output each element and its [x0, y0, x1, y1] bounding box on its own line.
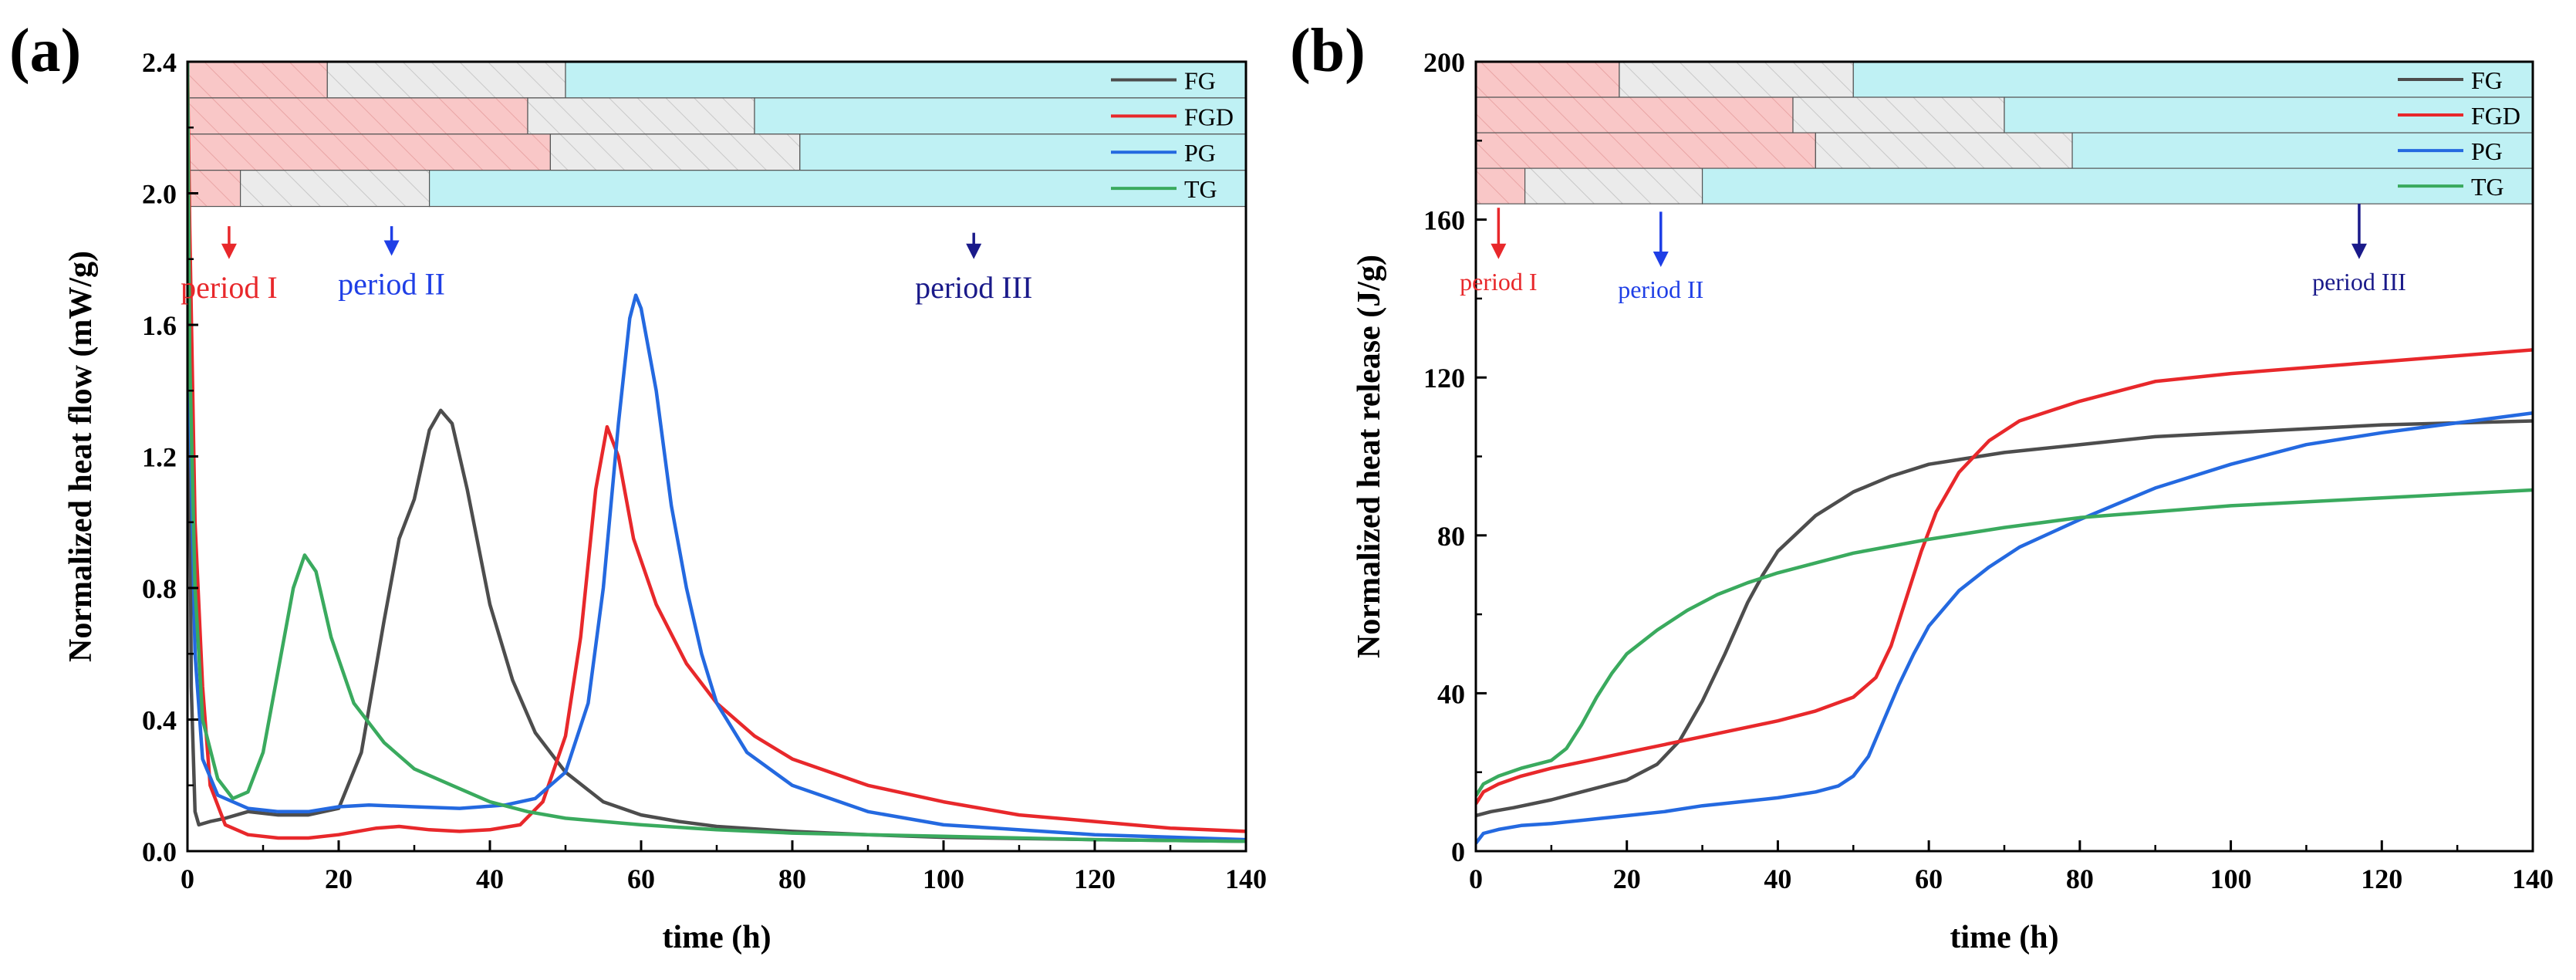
- band-period-2: [1792, 96, 2005, 133]
- x-tick-label: 120: [2361, 863, 2402, 894]
- legend: FG FGD PG TG: [1111, 66, 1234, 203]
- period-label: period II: [338, 266, 445, 301]
- x-tick-label: 100: [923, 863, 964, 894]
- band-period-3: [799, 133, 1247, 171]
- x-tick-label: 60: [1915, 863, 1943, 894]
- band-period-2: [326, 61, 566, 99]
- y-tick-label: 0.8: [142, 573, 177, 604]
- y-tick-label: 160: [1423, 205, 1465, 236]
- period-label: period I: [181, 270, 278, 305]
- x-tick-label: 80: [778, 863, 806, 894]
- y-tick-label: 200: [1423, 47, 1465, 78]
- axes: 0 20 40 60 80 100 120 140 0 40 80 120 160 200: [1423, 47, 2554, 894]
- x-tick-label: 20: [1613, 863, 1641, 894]
- y-tick-label: 80: [1437, 521, 1465, 552]
- series-line-tg: [187, 62, 1246, 843]
- period-label: period III: [2312, 268, 2406, 296]
- panel-label: (b): [1290, 17, 1366, 85]
- period-label: period I: [1460, 268, 1537, 296]
- series-line-pg: [187, 62, 1246, 842]
- x-tick-label: 0: [1469, 863, 1483, 894]
- x-axis-label: time (h): [1950, 920, 2058, 955]
- y-tick-label: 40: [1437, 678, 1465, 709]
- y-tick-label: 0.4: [142, 705, 177, 736]
- period-label: period II: [1618, 275, 1703, 303]
- series-line-pg: [1476, 411, 2533, 845]
- legend-label-fgd: FGD: [1184, 103, 1234, 130]
- band-period-2: [1619, 61, 1854, 98]
- y-tick-label: 1.6: [142, 310, 177, 341]
- band-period-1: [1475, 61, 1620, 98]
- band-period-3: [1701, 167, 2534, 204]
- period-bands: [187, 61, 1247, 208]
- band-period-1: [1475, 167, 1526, 204]
- band-period-1: [1475, 96, 1794, 133]
- y-tick-label: 0.0: [142, 836, 177, 867]
- band-period-1: [187, 133, 551, 171]
- series-line-fgd: [187, 62, 1246, 840]
- band-period-2: [527, 97, 755, 135]
- band-period-2: [1524, 167, 1703, 204]
- period-arrow-head: [1491, 243, 1507, 259]
- legend-label-fg: FG: [2471, 66, 2503, 94]
- x-axis-label: time (h): [662, 920, 771, 955]
- band-period-1: [187, 170, 241, 208]
- period-arrow-head: [966, 243, 982, 259]
- legend-label-tg: TG: [1184, 175, 1217, 203]
- period-bands: [1475, 61, 2534, 204]
- x-tick-label: 40: [476, 863, 504, 894]
- y-axis-label: Normalized heat release (J/g): [1352, 255, 1387, 658]
- band-period-1: [187, 61, 328, 99]
- x-tick-label: 120: [1074, 863, 1116, 894]
- x-tick-label: 140: [2512, 863, 2554, 894]
- period-annotations: period I period II period III: [1460, 204, 2406, 303]
- series-line-tg: [1476, 488, 2533, 797]
- period-label: period III: [915, 270, 1032, 305]
- period-annotations: period I period II period III: [181, 226, 1032, 305]
- x-tick-label: 40: [1764, 863, 1791, 894]
- y-tick-label: 0: [1451, 836, 1465, 867]
- x-tick-label: 60: [627, 863, 655, 894]
- period-arrow-head: [221, 243, 237, 259]
- period-arrow-head: [383, 240, 400, 256]
- legend-label-pg: PG: [2471, 137, 2503, 165]
- x-tick-label: 0: [181, 863, 194, 894]
- x-tick-label: 80: [2066, 863, 2094, 894]
- band-period-2: [1815, 132, 2073, 169]
- axes: 0 20 40 60 80 100 120 140 0.0 0.4 0.8 1.2 1.6 2.0 2.4: [142, 47, 1267, 894]
- series-lines: [187, 62, 1246, 843]
- band-period-3: [428, 170, 1247, 208]
- band-period-3: [2071, 132, 2534, 169]
- y-axis-label: Normalized heat flow (mW/g): [63, 251, 99, 662]
- period-arrow-head: [1653, 251, 1669, 267]
- period-arrow-head: [2351, 243, 2367, 259]
- legend-label-tg: TG: [2471, 173, 2504, 201]
- y-tick-label: 2.0: [142, 179, 177, 210]
- panel-label: (a): [9, 17, 81, 85]
- legend-label-fg: FG: [1184, 66, 1216, 94]
- band-period-2: [549, 133, 801, 171]
- band-period-2: [240, 170, 430, 208]
- legend: FG FGD PG TG: [2398, 66, 2520, 201]
- band-period-1: [187, 97, 528, 135]
- x-tick-label: 20: [325, 863, 353, 894]
- band-period-1: [1475, 132, 1816, 169]
- series-line-fg: [187, 62, 1246, 843]
- series-lines: [1476, 348, 2533, 845]
- x-tick-label: 140: [1225, 863, 1267, 894]
- legend-label-fgd: FGD: [2471, 102, 2520, 130]
- chart-panel-a: (a) 0 20 40 60 80 100 120 140 0.0 0.4 0.8 1.2 1.6 2.0…: [9, 17, 1267, 955]
- x-tick-label: 100: [2210, 863, 2252, 894]
- y-tick-label: 120: [1423, 363, 1465, 394]
- series-line-fgd: [1476, 348, 2533, 805]
- y-tick-label: 2.4: [142, 47, 177, 78]
- y-tick-label: 1.2: [142, 442, 177, 473]
- series-line-fg: [1476, 419, 2533, 818]
- legend-label-pg: PG: [1184, 139, 1216, 167]
